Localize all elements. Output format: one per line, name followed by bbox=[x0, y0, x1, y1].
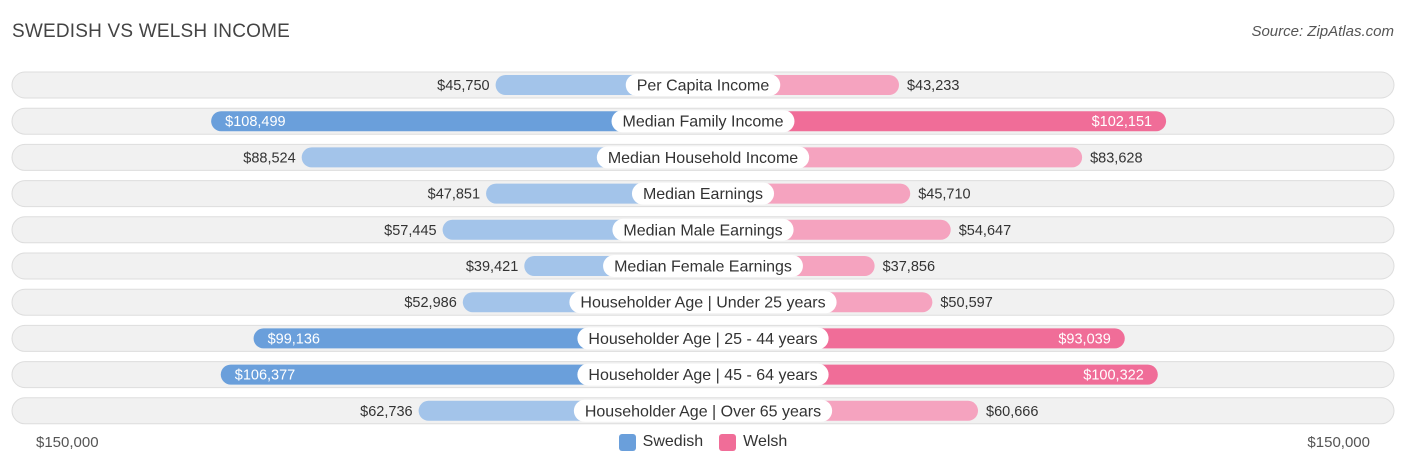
value-label-swedish: $52,986 bbox=[404, 295, 456, 311]
category-label: Householder Age | 45 - 64 years bbox=[588, 367, 817, 384]
legend-label-welsh: Welsh bbox=[743, 433, 788, 450]
category-pill bbox=[612, 218, 794, 241]
value-label-welsh: $60,666 bbox=[986, 404, 1038, 420]
value-label-welsh: $43,233 bbox=[907, 78, 959, 94]
category-label: Householder Age | 25 - 44 years bbox=[588, 331, 817, 348]
category-label: Median Family Income bbox=[623, 114, 784, 131]
category-pill bbox=[603, 255, 803, 277]
category-pill bbox=[577, 327, 829, 350]
category-label: Median Household Income bbox=[608, 150, 798, 167]
value-label-welsh: $93,039 bbox=[1058, 331, 1110, 347]
category-label: Median Male Earnings bbox=[623, 222, 782, 239]
category-label: Householder Age | Over 65 years bbox=[585, 403, 821, 420]
value-label-welsh: $45,710 bbox=[918, 187, 970, 203]
value-label-welsh: $100,322 bbox=[1083, 368, 1143, 384]
value-label-swedish: $47,851 bbox=[428, 187, 480, 203]
axis-right-label: $150,000 bbox=[1307, 434, 1370, 451]
category-label: Median Female Earnings bbox=[614, 259, 792, 276]
value-label-welsh: $83,628 bbox=[1090, 150, 1142, 166]
axis-left-label: $150,000 bbox=[36, 434, 99, 451]
legend-item-swedish[interactable]: Swedish bbox=[618, 433, 704, 451]
category-pill bbox=[573, 399, 833, 422]
category-label: Per Capita Income bbox=[637, 78, 770, 95]
value-label-welsh: $37,856 bbox=[883, 259, 935, 275]
legend-item-welsh[interactable]: Welsh bbox=[719, 433, 787, 451]
value-label-swedish: $106,377 bbox=[235, 368, 295, 384]
category-pill bbox=[569, 291, 837, 314]
bar-swedish bbox=[211, 111, 703, 132]
legend: Swedish Welsh bbox=[0, 433, 1406, 451]
legend-label-swedish: Swedish bbox=[642, 433, 704, 450]
category-pill bbox=[577, 363, 829, 386]
category-pill bbox=[631, 182, 775, 205]
value-label-welsh: $50,597 bbox=[940, 295, 992, 311]
value-label-welsh: $102,151 bbox=[1092, 114, 1152, 130]
chart-title: SWEDISH VS WELSH INCOME bbox=[12, 21, 291, 42]
value-label-swedish: $57,445 bbox=[384, 223, 436, 239]
value-label-swedish: $108,499 bbox=[225, 114, 285, 130]
category-pill bbox=[625, 74, 781, 96]
category-pill bbox=[596, 146, 810, 169]
legend-swatch-swedish bbox=[618, 433, 636, 451]
value-label-swedish: $88,524 bbox=[243, 150, 295, 166]
value-label-swedish: $45,750 bbox=[437, 78, 489, 94]
legend-swatch-welsh bbox=[719, 433, 737, 451]
value-label-swedish: $62,736 bbox=[360, 404, 412, 420]
value-label-swedish: $39,421 bbox=[466, 259, 518, 275]
bar-welsh bbox=[703, 111, 1167, 132]
category-pill bbox=[611, 110, 795, 133]
category-label: Householder Age | Under 25 years bbox=[580, 295, 825, 312]
value-label-swedish: $99,136 bbox=[268, 331, 320, 347]
value-label-welsh: $54,647 bbox=[959, 223, 1011, 239]
source-note: Source: ZipAtlas.com bbox=[1251, 23, 1394, 40]
category-label: Median Earnings bbox=[643, 186, 763, 203]
